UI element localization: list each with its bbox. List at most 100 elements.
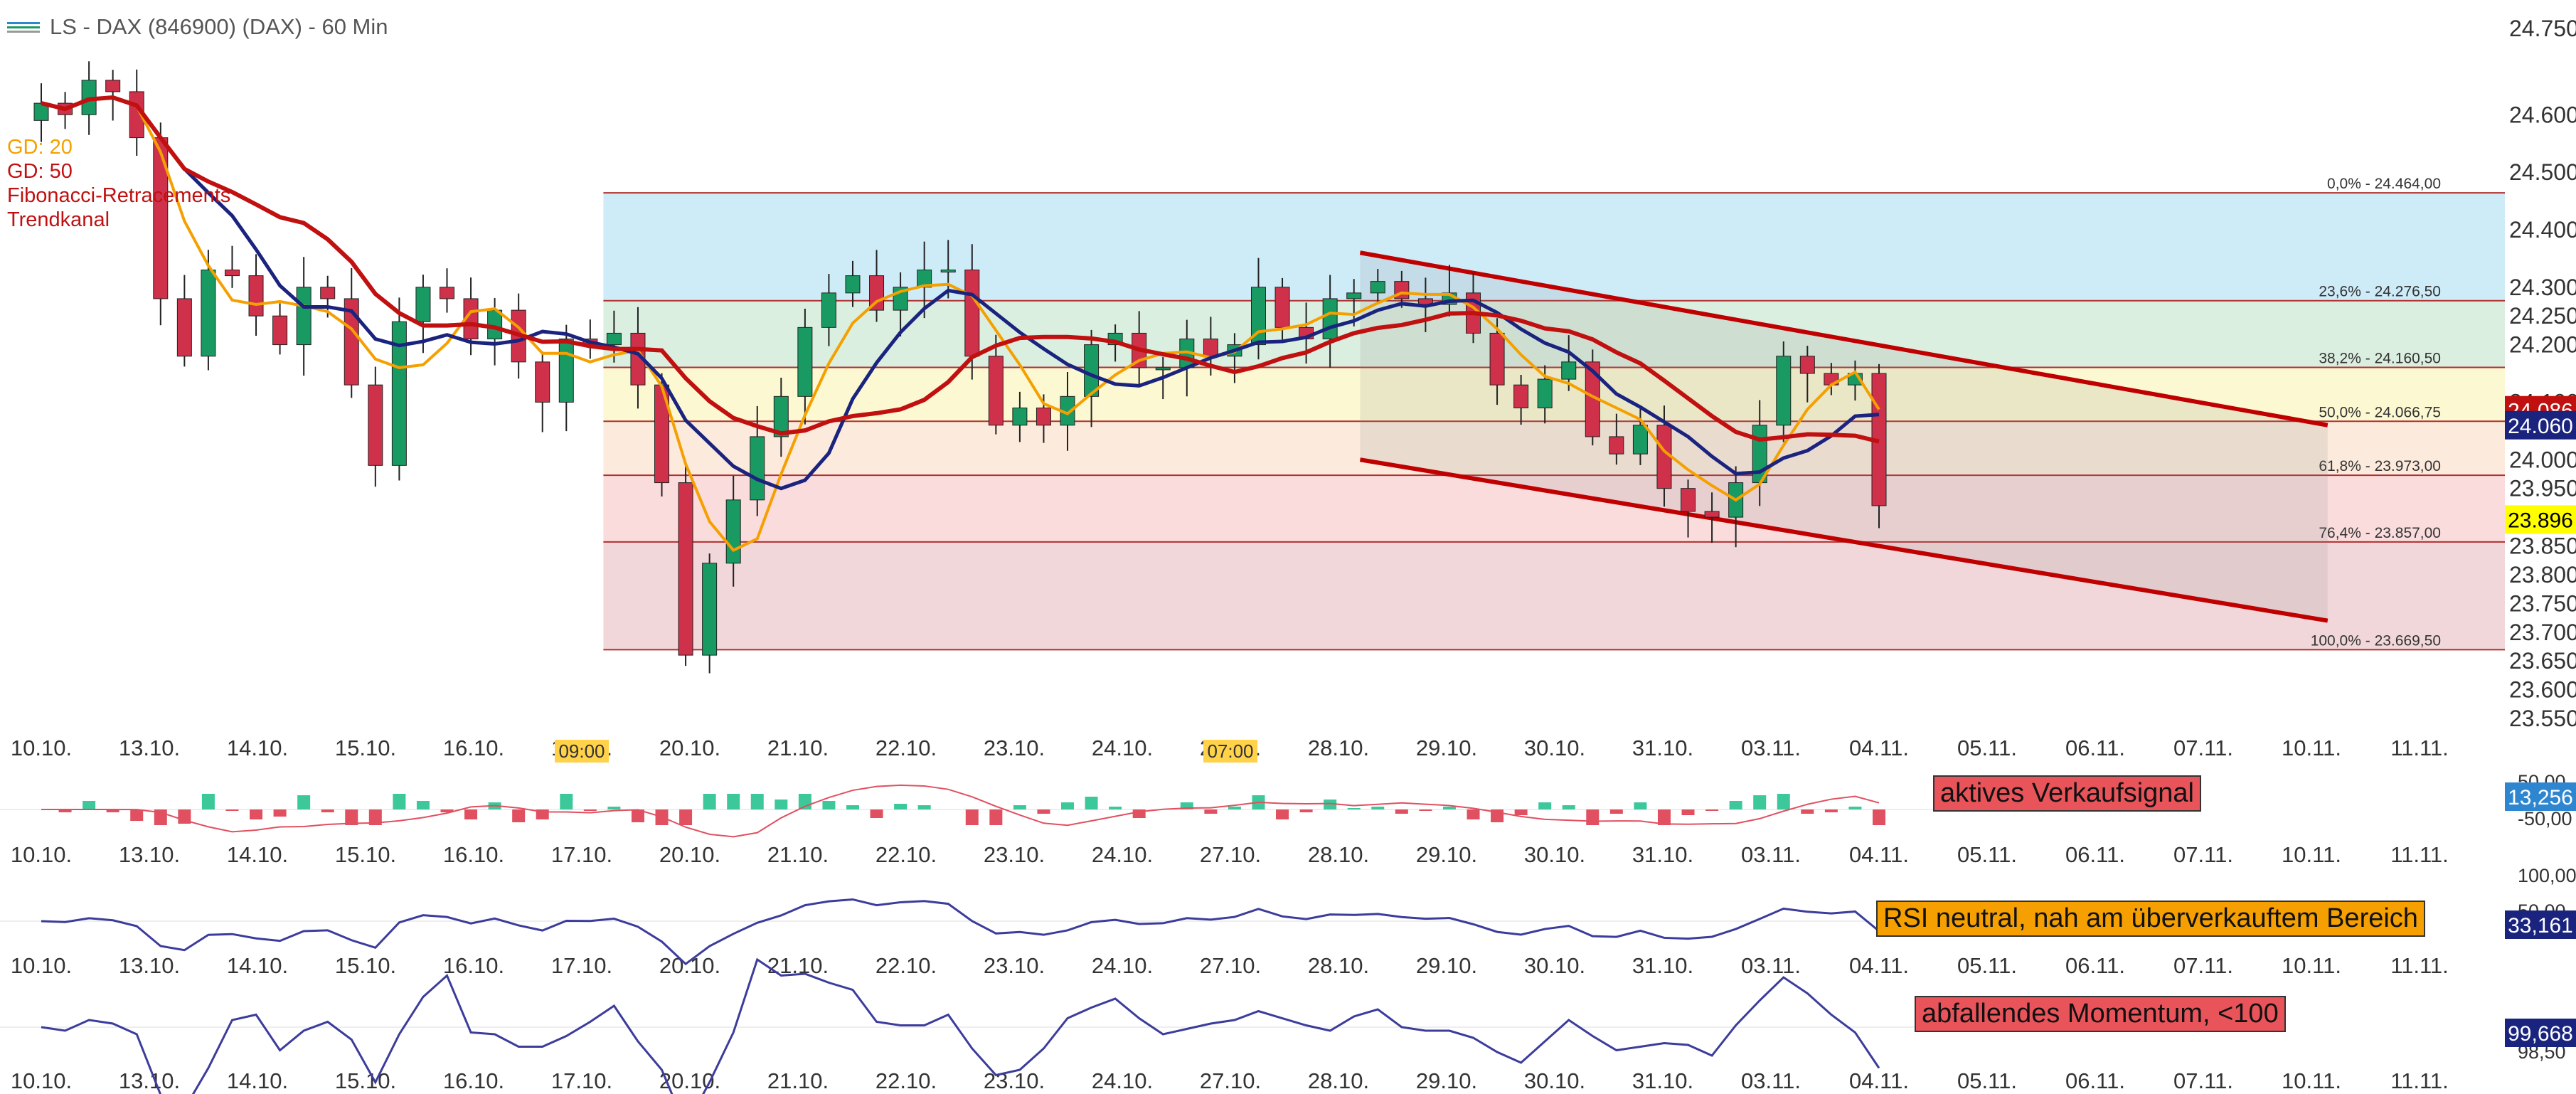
legend-trendkanal[interactable]: Trendkanal: [7, 208, 110, 231]
price-tick-label: 23.750: [2509, 590, 2576, 616]
macd-bar: [1204, 809, 1218, 814]
macd-bar: [870, 809, 883, 818]
date-tick-label: 20.10.: [659, 953, 720, 978]
candle-body: [964, 270, 980, 357]
macd-bar: [1753, 795, 1767, 809]
candle-body: [1489, 332, 1505, 386]
date-tick-label: 20.10.: [659, 842, 720, 867]
macd-bar: [1777, 794, 1790, 809]
date-tick-label: 28.10.: [1308, 1068, 1369, 1093]
date-tick-label: 24.10.: [1092, 842, 1153, 867]
date-tick-label: 17.10.: [551, 1068, 612, 1093]
candle-body: [105, 80, 121, 92]
candle-body: [415, 287, 431, 322]
date-tick-label: 24.10.: [1092, 953, 1153, 978]
candle-body: [1012, 408, 1028, 426]
date-tick-label: 05.11.: [1957, 842, 2017, 867]
panel-scale-label: -50,00: [2518, 808, 2572, 829]
candle-body: [1274, 287, 1290, 328]
macd-bar: [846, 805, 859, 809]
candle-body: [272, 315, 288, 346]
date-tick-label: 28.10.: [1308, 842, 1369, 867]
date-tick-label: 04.11.: [1849, 1068, 1909, 1093]
candle-body: [1155, 367, 1171, 371]
rsi-line: [41, 898, 1880, 966]
date-tick-label: 30.10.: [1524, 735, 1585, 760]
time-marker-bg: [1203, 740, 1257, 763]
macd-bar: [1276, 809, 1289, 819]
date-tick-label: 13.10.: [119, 842, 180, 867]
macd-bar: [989, 809, 1003, 825]
date-tick-label: 06.11.: [2065, 1068, 2125, 1093]
date-tick-label: 06.11.: [2065, 842, 2125, 867]
macd-bar: [1085, 797, 1098, 809]
macd-bar: [965, 809, 979, 825]
date-tick-label: 16.10.: [443, 842, 504, 867]
fib-zone: [603, 367, 2506, 422]
macd-signal: aktives Verkaufsignal: [1933, 775, 2201, 812]
candle-body: [773, 395, 789, 437]
candle-body: [1656, 425, 1672, 489]
date-tick-label: 14.10.: [227, 735, 288, 760]
date-tick-label: 22.10.: [875, 953, 937, 978]
macd-bar: [1801, 809, 1814, 814]
candle-body: [678, 482, 693, 656]
legend-gd20[interactable]: GD: 20: [7, 136, 73, 159]
line-chart-icon: [7, 19, 40, 35]
candle-body: [1776, 356, 1792, 426]
date-tick-label: 30.10.: [1524, 953, 1585, 978]
date-tick-label: 06.11.: [2065, 953, 2125, 978]
candle-body: [391, 321, 407, 466]
macd-bar: [1109, 807, 1122, 809]
legend-gd50[interactable]: GD: 50: [7, 160, 73, 183]
date-tick-label: 10.11.: [2282, 842, 2341, 867]
fib-label: 76,4% - 23.857,00: [2319, 525, 2441, 541]
date-tick-label: 21.10.: [767, 735, 829, 760]
candle-body: [1632, 425, 1648, 455]
date-tick-label: 10.11.: [2282, 953, 2341, 978]
macd-bar: [106, 809, 119, 812]
date-tick-label: 17.10.: [551, 842, 612, 867]
date-tick-label: 10.11.: [2282, 1068, 2341, 1093]
macd-bar: [416, 801, 430, 809]
date-tick-label: 15.10.: [335, 953, 396, 978]
date-tick-label: 22.10.: [875, 1068, 937, 1093]
date-tick-label: 22.10.: [875, 842, 937, 867]
date-tick-label: 31.10.: [1632, 735, 1693, 760]
candle-body: [750, 436, 765, 501]
macd-bar: [1609, 809, 1623, 814]
macd-bar: [1037, 809, 1050, 814]
date-tick-label: 27.10.: [1200, 953, 1261, 978]
date-tick-label: 23.10.: [984, 842, 1045, 867]
candle-body: [368, 384, 383, 466]
macd-bar: [798, 794, 811, 809]
fibonacci-lines: 0,0% - 24.464,00 23,6% - 24.276,50 38,2% -…: [603, 176, 2505, 651]
price-tick-label: 24.600: [2509, 102, 2576, 127]
date-tick-label: 29.10.: [1416, 735, 1477, 760]
macd-bar: [822, 801, 836, 809]
candle-body: [176, 298, 192, 357]
date-tick-label: 27.10.: [1200, 842, 1261, 867]
date-tick-label: 10.10.: [11, 842, 72, 867]
macd-bar: [1562, 805, 1575, 809]
macd-line: [41, 784, 1880, 838]
ma-blue-line: [41, 95, 1880, 491]
macd-bar: [297, 795, 311, 809]
price-tick-label: 24.000: [2509, 447, 2576, 472]
fib-label: 23,6% - 24.276,50: [2319, 284, 2441, 300]
ma-50-line: [41, 95, 1880, 444]
momentum-line: [41, 957, 1880, 1094]
date-tick-label: 03.11.: [1741, 842, 1801, 867]
candle-body: [1370, 281, 1385, 294]
candle-body: [248, 275, 264, 317]
price-tick-label: 24.500: [2509, 159, 2576, 185]
rsi-signal: RSI neutral, nah am überverkauftem Berei…: [1876, 901, 2425, 937]
legend-fibonacci[interactable]: Fibonacci-Retracements: [7, 184, 231, 207]
channel-lower-line: [1359, 457, 2328, 623]
price-tag: [2505, 410, 2576, 440]
macd-bar: [58, 809, 72, 812]
fib-label: 38,2% - 24.160,50: [2319, 351, 2441, 367]
date-tick-label: 14.10.: [227, 1068, 288, 1093]
macd-bar: [1228, 807, 1241, 809]
